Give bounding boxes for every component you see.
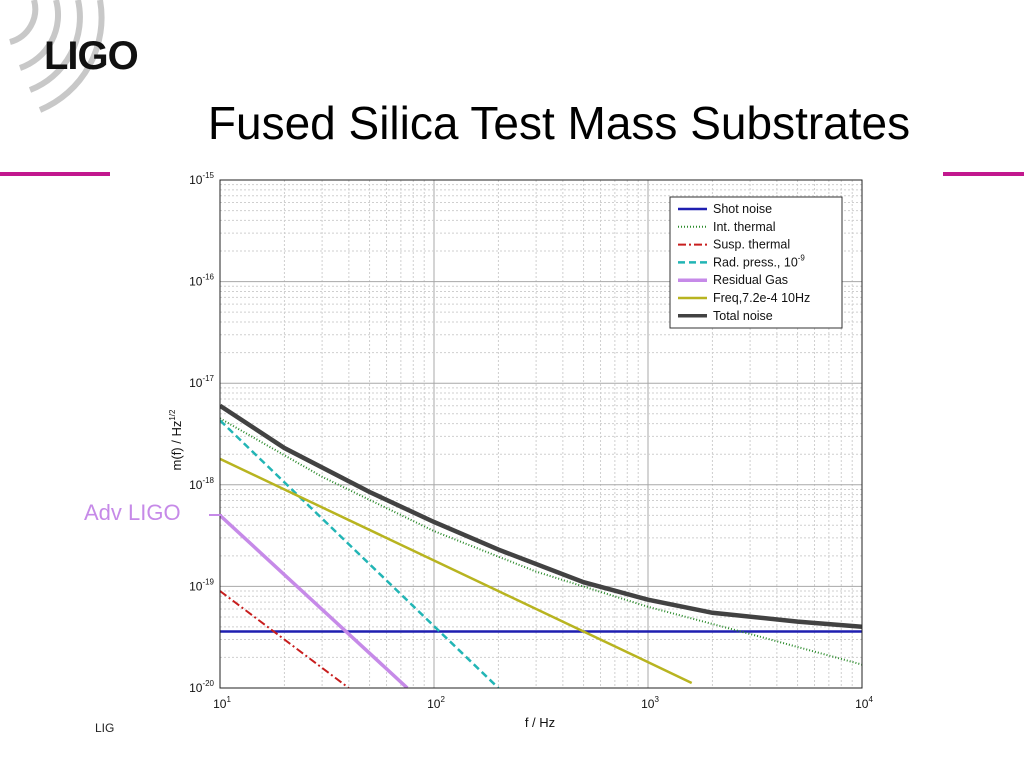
y-tick-label: 10-20 bbox=[189, 679, 214, 695]
x-tick-label: 103 bbox=[641, 695, 659, 711]
y-tick-label: 10-19 bbox=[189, 577, 214, 593]
legend-label-text: Total noise bbox=[713, 309, 773, 323]
x-tick-label: 104 bbox=[855, 695, 873, 711]
series-line-int-thermal bbox=[220, 417, 862, 666]
legend-label-int-thermal: Int. thermal bbox=[713, 220, 776, 234]
y-tick-label: 10-16 bbox=[189, 273, 214, 289]
series-line-total-noise bbox=[220, 403, 862, 630]
legend-label-residual-gas: Residual Gas bbox=[713, 273, 788, 287]
series-layer bbox=[220, 403, 862, 688]
x-tick-label: 102 bbox=[427, 695, 445, 711]
legend-label-sup: -9 bbox=[798, 253, 806, 262]
x-tick-label-exp: 4 bbox=[868, 695, 873, 704]
y-tick-label-exp: -18 bbox=[202, 476, 214, 485]
ligo-logo: LIGO bbox=[44, 34, 139, 78]
y-tick-label-exp: -20 bbox=[202, 679, 214, 688]
legend-label-text: Shot noise bbox=[713, 202, 772, 216]
title-rule-right bbox=[943, 172, 1024, 176]
y-tick-label-base: 10 bbox=[189, 681, 203, 695]
x-tick-label-base: 10 bbox=[427, 697, 441, 711]
series-line-susp-thermal bbox=[220, 590, 350, 688]
y-axis-label-base: m(f) / Hz bbox=[169, 421, 184, 471]
legend-label-text: Freq,7.2e-4 10Hz bbox=[713, 291, 810, 305]
x-axis-label: f / Hz bbox=[525, 715, 555, 730]
legend-label-rad-press-10: Rad. press., 10-9 bbox=[713, 253, 805, 269]
y-tick-label-base: 10 bbox=[189, 579, 203, 593]
x-tick-label-base: 10 bbox=[641, 697, 655, 711]
legend-label-text: Susp. thermal bbox=[713, 238, 790, 252]
legend-label-susp-thermal: Susp. thermal bbox=[713, 238, 790, 252]
legend-label-shot-noise: Shot noise bbox=[713, 202, 772, 216]
y-tick-label-exp: -15 bbox=[202, 171, 214, 180]
x-tick-label: 101 bbox=[213, 695, 231, 711]
legend-label-text: Residual Gas bbox=[713, 273, 788, 287]
series-group bbox=[220, 403, 862, 688]
adv-ligo-annotation: Adv LIGO bbox=[84, 500, 181, 525]
x-tick-label-base: 10 bbox=[213, 697, 227, 711]
legend-label-text: Rad. press., 10 bbox=[713, 255, 798, 269]
x-tick-label-base: 10 bbox=[855, 697, 869, 711]
y-tick-label-exp: -17 bbox=[202, 374, 214, 383]
x-tick-label-exp: 1 bbox=[226, 695, 231, 704]
legend-label-total-noise: Total noise bbox=[713, 309, 773, 323]
y-axis-label: m(f) / Hz1/2 bbox=[168, 409, 184, 471]
y-tick-label: 10-17 bbox=[189, 374, 214, 390]
y-tick-label: 10-18 bbox=[189, 476, 214, 492]
x-tick-label-exp: 3 bbox=[654, 695, 659, 704]
y-tick-label-base: 10 bbox=[189, 478, 203, 492]
y-tick-label-base: 10 bbox=[189, 376, 203, 390]
y-tick-label-base: 10 bbox=[189, 173, 203, 187]
plot-border bbox=[219, 179, 863, 689]
x-axis-label-text: f / Hz bbox=[525, 715, 555, 730]
footer-text: LIG bbox=[95, 721, 115, 735]
ligo-logo-arcs-icon bbox=[9, 0, 105, 113]
legend-label-freq-7-2e-4-10hz: Freq,7.2e-4 10Hz bbox=[713, 291, 810, 305]
y-tick-label-base: 10 bbox=[189, 275, 203, 289]
series-line-freq-7-2e-4-10hz bbox=[220, 457, 693, 685]
title-rule-left bbox=[0, 172, 110, 176]
tick-labels: 101 102 103 10410-1510-1610-1710-1810-1910-… bbox=[189, 171, 873, 711]
y-tick-label-exp: -16 bbox=[202, 273, 214, 282]
series-line-rad-press-10 bbox=[220, 419, 500, 688]
slide-title: Fused Silica Test Mass Substrates bbox=[207, 97, 911, 149]
series-line-residual-gas bbox=[220, 514, 409, 688]
x-tick-label-exp: 2 bbox=[440, 695, 445, 704]
y-tick-label-exp: -19 bbox=[202, 577, 214, 586]
legend-label-text: Int. thermal bbox=[713, 220, 776, 234]
legend-box bbox=[669, 196, 843, 329]
y-tick-label: 10-15 bbox=[189, 171, 214, 187]
y-axis-label-exp: 1/2 bbox=[168, 409, 177, 421]
